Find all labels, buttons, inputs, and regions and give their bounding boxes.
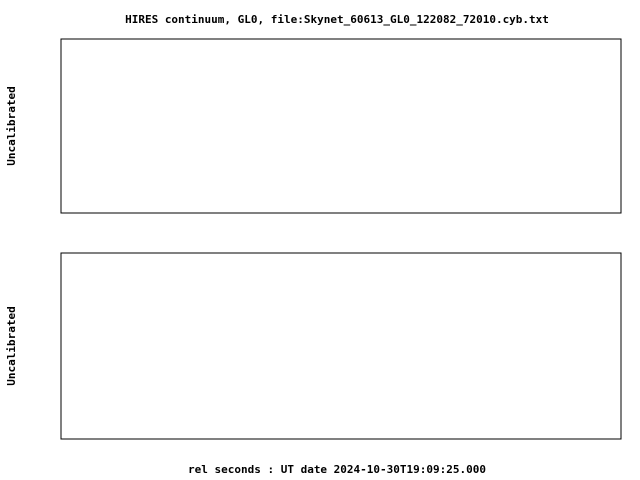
panel-top: Uncalibrated bbox=[5, 38, 622, 214]
x-axis-label: rel seconds : UT date 2024-10-30T19:09:2… bbox=[188, 463, 486, 476]
y-axis-label-bottom: Uncalibrated bbox=[5, 306, 18, 385]
plot-frame-top bbox=[60, 38, 622, 214]
panel-bottom: Uncalibrated bbox=[5, 252, 622, 440]
chart-title: HIRES continuum, GL0, file:Skynet_60613_… bbox=[125, 13, 549, 26]
plot-frame-bottom bbox=[60, 252, 622, 440]
y-axis-label-top: Uncalibrated bbox=[5, 86, 18, 165]
